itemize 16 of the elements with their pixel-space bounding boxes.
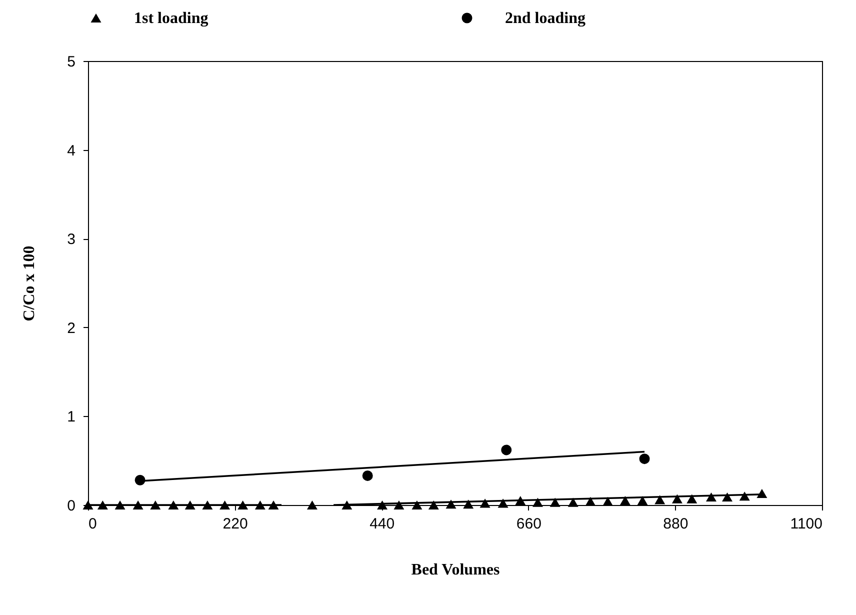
y-axis-title: C/Co x 100 <box>21 246 38 322</box>
x-tick-label: 1100 <box>790 516 822 532</box>
y-tick-label: 0 <box>67 498 76 514</box>
x-tick-label: 880 <box>663 516 688 532</box>
x-tick-label: 440 <box>370 516 395 532</box>
y-tick-label: 3 <box>67 231 76 248</box>
x-tick-label: 660 <box>516 516 542 532</box>
y-tick-label: 1 <box>67 408 76 426</box>
x-tick-label: 0 <box>88 516 97 532</box>
y-tick-label: 4 <box>67 142 76 160</box>
legend-label: 2nd loading <box>505 10 586 27</box>
x-axis-title: Bed Volumes <box>411 562 500 578</box>
y-tick-label: 2 <box>67 320 76 337</box>
legend-label: 1st loading <box>134 10 208 27</box>
x-tick-label: 220 <box>222 516 248 532</box>
y-tick-label: 5 <box>67 54 76 70</box>
